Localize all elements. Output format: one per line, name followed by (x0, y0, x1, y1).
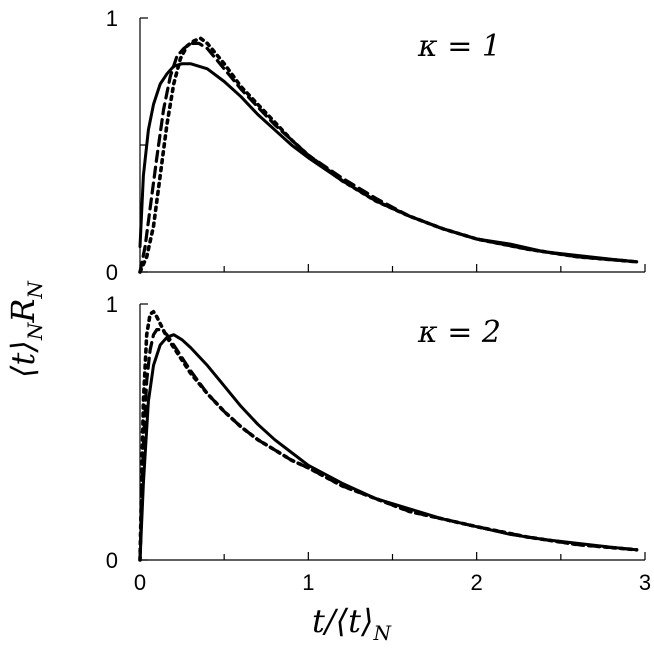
y-tick-label-top: 1 (106, 6, 118, 31)
y-axis-label-main: ⟨t⟩ (4, 340, 42, 378)
x-tick-label: 3 (639, 570, 651, 595)
x-tick-label: 2 (471, 570, 483, 595)
x-axis-label: t/⟨t⟩N (312, 602, 392, 645)
x-tick-label: 1 (302, 570, 314, 595)
y-axis-label-subscript-2: N (23, 280, 47, 300)
annotation-kappa-2: κ = 2 (417, 315, 501, 350)
panel-top: 01 (106, 6, 646, 285)
series-dashed-top (138, 41, 639, 274)
y-axis-label-mid: R (4, 299, 42, 324)
series-dotted-top (138, 36, 639, 274)
series-dotted-bottom (138, 309, 639, 562)
x-tick-label: 0 (134, 570, 146, 595)
series-dashed-bottom (138, 328, 639, 562)
y-tick-label-top: 0 (106, 260, 118, 285)
y-axis-label-subscript-1: N (23, 321, 47, 341)
y-tick-label-bottom: 1 (106, 292, 118, 317)
series-solid-bottom (138, 333, 639, 562)
panel-bottom: 0 1 0 1 2 3 (106, 292, 651, 595)
x-axis-label-subscript: N (372, 621, 392, 645)
series-solid-top (138, 62, 639, 264)
y-axis-label: ⟨t⟩NRN (4, 280, 47, 378)
annotation-kappa-1: κ = 1 (417, 29, 501, 64)
y-tick-label-bottom: 0 (106, 548, 118, 573)
x-axis-label-main: t/⟨t⟩ (312, 602, 373, 640)
